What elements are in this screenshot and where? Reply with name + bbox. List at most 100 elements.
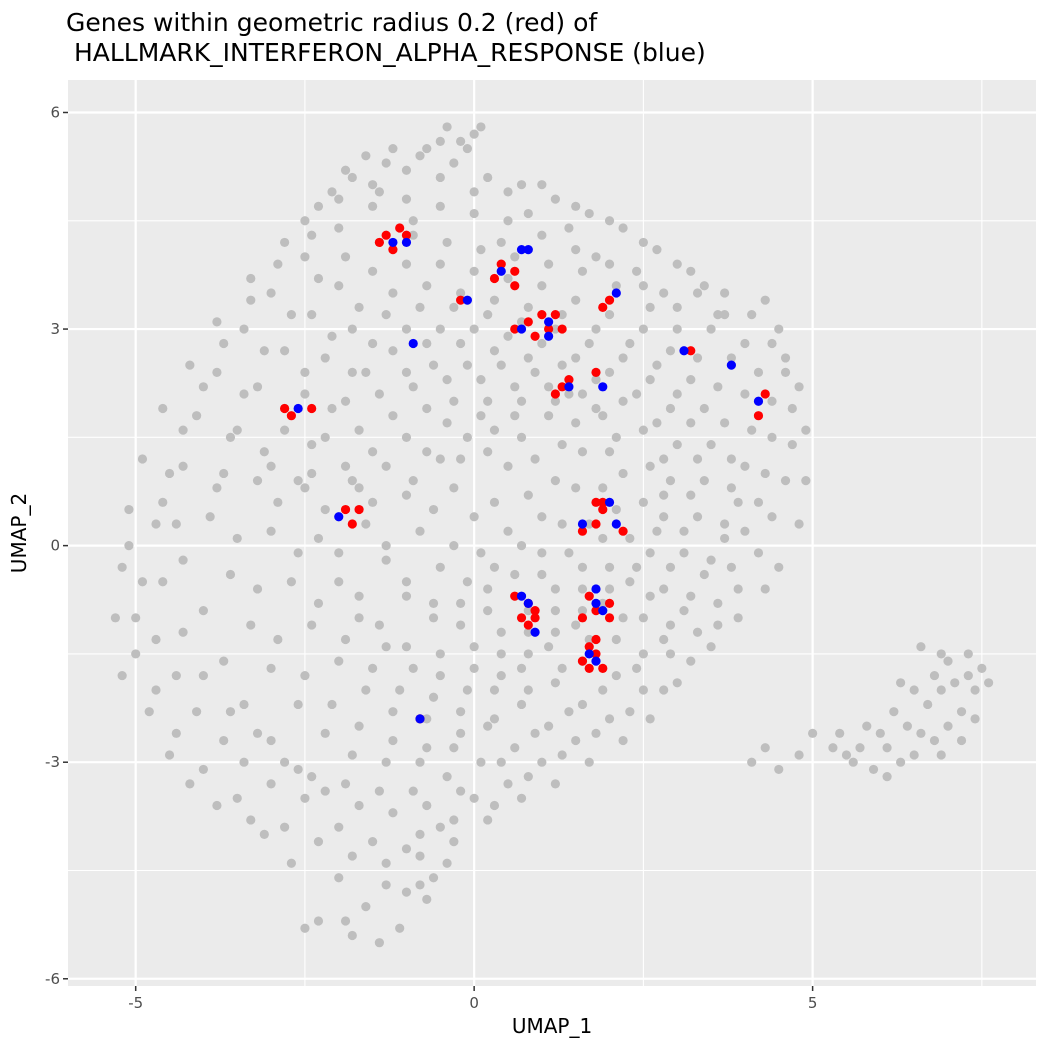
background-gene-point — [246, 295, 256, 305]
background-gene-point — [340, 779, 351, 789]
background-gene-point — [334, 281, 344, 291]
background-gene-point — [374, 187, 384, 197]
background-gene-point — [713, 382, 723, 392]
background-gene-point — [638, 425, 648, 435]
background-gene-point — [232, 533, 242, 544]
background-gene-point — [347, 851, 357, 861]
background-gene-point — [489, 425, 500, 435]
background-gene-point — [320, 353, 330, 363]
background-gene-point — [124, 541, 134, 551]
background-gene-point — [266, 288, 276, 298]
background-gene-point — [422, 894, 432, 904]
background-gene-point — [747, 425, 757, 435]
background-gene-point — [280, 237, 290, 248]
background-gene-point — [692, 627, 703, 637]
background-gene-point — [672, 678, 682, 688]
background-gene-point — [767, 512, 777, 522]
background-gene-point — [327, 403, 337, 414]
chart-title-line-1: Genes within geometric radius 0.2 (red) … — [66, 8, 598, 37]
background-gene-point — [638, 649, 648, 659]
background-gene-point — [232, 425, 242, 435]
background-gene-point — [686, 591, 696, 601]
background-gene-point — [638, 497, 648, 507]
background-gene-point — [577, 562, 588, 572]
background-gene-point — [428, 360, 439, 370]
background-gene-point — [401, 591, 412, 601]
background-gene-point — [415, 829, 425, 839]
background-gene-point — [415, 526, 425, 536]
background-gene-point — [178, 555, 188, 565]
background-gene-point — [422, 800, 432, 811]
background-gene-point — [401, 432, 412, 442]
background-gene-point — [794, 750, 804, 760]
background-gene-point — [571, 418, 581, 428]
background-gene-point — [408, 230, 418, 240]
background-gene-point — [604, 562, 615, 572]
background-gene-point — [571, 353, 581, 363]
background-gene-point — [158, 497, 168, 507]
background-gene-point — [456, 728, 466, 738]
background-gene-point — [537, 757, 547, 767]
geneset-gene-point — [523, 598, 533, 608]
background-gene-point — [469, 512, 479, 522]
background-gene-point — [286, 310, 296, 320]
background-gene-point — [544, 721, 554, 731]
background-gene-point — [401, 887, 412, 897]
background-gene-point — [225, 432, 236, 442]
background-gene-point — [212, 367, 222, 377]
background-gene-point — [801, 476, 811, 486]
radius-gene-point — [388, 245, 398, 255]
background-gene-point — [239, 699, 249, 710]
background-gene-point — [131, 613, 141, 623]
background-gene-point — [530, 367, 540, 377]
background-gene-point — [503, 779, 513, 789]
radius-gene-point — [544, 324, 554, 334]
background-gene-point — [368, 266, 378, 276]
radius-gene-point — [510, 281, 520, 291]
background-gene-point — [720, 533, 730, 544]
geneset-gene-point — [516, 245, 527, 255]
radius-gene-point — [584, 642, 594, 652]
background-gene-point — [537, 338, 547, 349]
background-gene-point — [368, 497, 378, 507]
background-gene-point — [320, 728, 330, 738]
radius-gene-point — [401, 230, 412, 240]
background-gene-point — [205, 512, 215, 522]
radius-gene-point — [489, 273, 500, 284]
background-gene-point — [665, 476, 676, 486]
background-gene-point — [611, 634, 621, 645]
background-gene-point — [733, 497, 743, 507]
background-gene-point — [659, 685, 669, 695]
background-gene-point — [266, 779, 276, 789]
background-gene-point — [246, 620, 256, 630]
background-gene-point — [428, 598, 439, 608]
background-gene-point — [266, 663, 276, 673]
background-gene-point — [456, 786, 466, 796]
background-gene-point — [456, 707, 466, 717]
background-gene-point — [760, 584, 770, 594]
y-axis-ticks: -6 -3 0 3 6 — [45, 103, 68, 988]
background-gene-point — [706, 642, 716, 652]
radius-gene-point — [598, 504, 608, 515]
background-gene-point — [259, 447, 269, 457]
y-tick-label: 0 — [50, 537, 60, 555]
geneset-gene-point — [584, 649, 594, 659]
geneset-gene-point — [726, 360, 736, 370]
background-gene-point — [368, 837, 378, 847]
geneset-gene-point — [388, 237, 398, 248]
background-gene-point — [720, 519, 730, 529]
background-gene-point — [401, 844, 412, 854]
background-gene-point — [456, 136, 466, 146]
background-gene-point — [462, 432, 472, 442]
background-gene-point — [483, 721, 493, 731]
background-gene-point — [963, 670, 973, 681]
background-gene-point — [618, 353, 628, 363]
background-gene-point — [368, 201, 378, 211]
background-gene-point — [347, 324, 357, 334]
background-gene-point — [943, 721, 953, 731]
background-gene-point — [239, 324, 249, 334]
background-gene-point — [537, 548, 547, 558]
background-gene-point — [422, 447, 432, 457]
background-gene-point — [577, 584, 588, 594]
